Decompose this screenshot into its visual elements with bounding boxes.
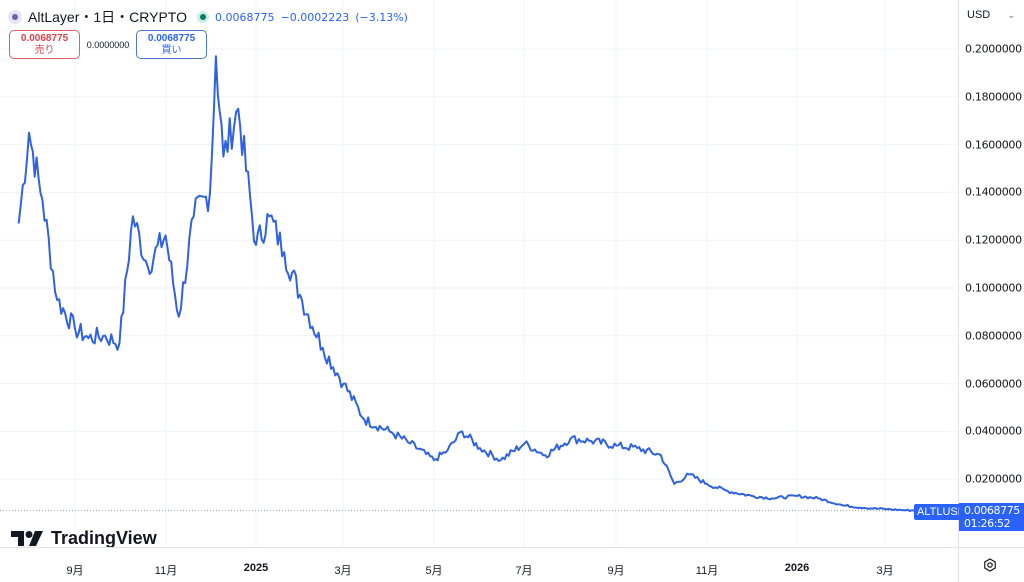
price-axis-tick: 0.0800000 [965, 329, 1022, 343]
price-axis-tick: 0.2000000 [965, 42, 1022, 56]
price-axis-tick: 0.0600000 [965, 377, 1022, 391]
currency-selector[interactable]: USD ⌄ [963, 5, 1019, 25]
axis-settings-corner [958, 547, 1024, 582]
price-axis-tick: 0.1800000 [965, 90, 1022, 104]
price-line-chart [0, 0, 958, 547]
tradingview-mark-icon [11, 530, 43, 546]
bar-countdown: 01:26:52 [964, 517, 1011, 530]
grid-lines [0, 0, 958, 547]
currency-label: USD [967, 9, 991, 21]
price-change: −0.0002223 [280, 10, 350, 24]
tradingview-logo[interactable]: TradingView [11, 528, 157, 549]
time-axis-tick: 9月 [66, 565, 84, 577]
price-change-percent: (−3.13%) [355, 10, 408, 24]
trade-panel: 0.0068775 売り 0.0000000 0.0068775 買い [9, 30, 207, 59]
settings-gear-icon[interactable] [983, 558, 997, 572]
time-axis-tick: 11月 [154, 565, 178, 577]
time-axis-tick: 7月 [515, 565, 533, 577]
symbol-price-tag: ALTLUSD [914, 504, 969, 520]
time-axis-tick: 9月 [607, 565, 625, 577]
chart-plot-area[interactable] [0, 0, 958, 547]
price-axis-tick: 0.1000000 [965, 281, 1022, 295]
buy-label: 買い [161, 44, 182, 56]
chevron-down-icon: ⌄ [1007, 9, 1015, 20]
buy-price: 0.0068775 [147, 32, 196, 44]
price-axis-tick: 0.1400000 [965, 185, 1022, 199]
time-axis-tick: 2025 [243, 562, 269, 574]
price-axis[interactable]: USD ⌄ 0.2000000 0.1800000 0.1600000 0.14000… [958, 0, 1024, 547]
current-price-tag: 0.0068775 01:26:52 [959, 503, 1024, 531]
current-price: 0.0068775 [964, 504, 1020, 517]
spread-value: 0.0000000 [86, 39, 130, 50]
price-axis-tick: 0.0200000 [965, 472, 1022, 486]
symbol-title[interactable]: AltLayer・1日・CRYPTO [28, 9, 187, 25]
time-axis-tick: 3月 [876, 565, 894, 577]
price-line [17, 55, 932, 513]
sell-price: 0.0068775 [20, 32, 69, 44]
time-axis-tick: 11月 [695, 565, 719, 577]
symbol-logo-icon [8, 10, 22, 24]
price-axis-tick: 0.1200000 [965, 233, 1022, 247]
time-axis-tick: 3月 [334, 565, 352, 577]
price-axis-tick: 0.0400000 [965, 424, 1022, 438]
time-axis[interactable]: 9月 11月 2025 3月 5月 7月 9月 11月 2026 3月 [0, 547, 958, 582]
last-price: 0.0068775 [214, 10, 275, 24]
price-axis-tick: 0.1600000 [965, 138, 1022, 152]
logo-text: TradingView [51, 528, 157, 548]
time-axis-tick: 2026 [784, 562, 810, 574]
sell-button[interactable]: 0.0068775 売り [9, 30, 80, 59]
symbol-legend[interactable]: AltLayer・1日・CRYPTO 0.0068775 −0.0002223 … [8, 7, 408, 27]
time-axis-tick: 5月 [425, 565, 443, 577]
sell-label: 売り [34, 44, 55, 56]
buy-button[interactable]: 0.0068775 買い [136, 30, 207, 59]
market-open-status-icon [196, 11, 209, 23]
